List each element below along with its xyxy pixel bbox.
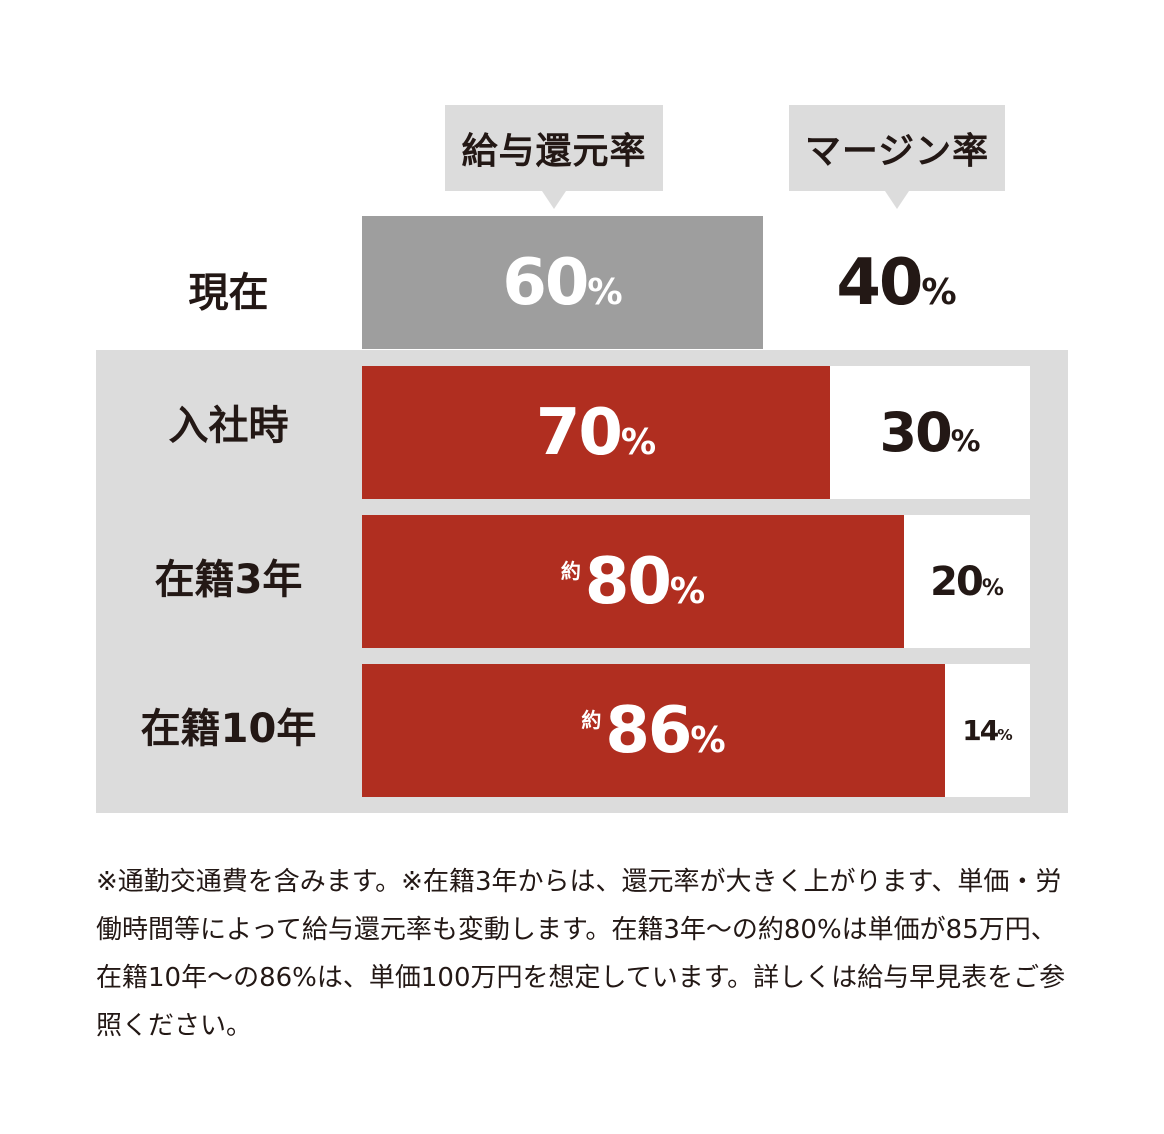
margin-value: 40% (836, 245, 957, 320)
row-label: 現在 (188, 270, 269, 316)
salary-value: 80% (584, 544, 706, 619)
chart-row-10years: 在籍10年 約 86% 14% (0, 664, 1164, 797)
salary-bar: 60% (362, 216, 763, 349)
row-label: 在籍10年 (140, 706, 317, 752)
margin-area: 30% (830, 366, 1030, 499)
row-label: 在籍3年 (154, 557, 303, 603)
salary-value: 86% (605, 693, 726, 768)
salary-bar: 約 86% (362, 664, 945, 797)
bar-track: 70% 30% (362, 366, 1030, 499)
salary-bar: 約 80% (362, 515, 904, 648)
chart-row-current: 現在 60% 40% (0, 216, 1164, 349)
chart-row-3years: 在籍3年 約 80% 20% (0, 515, 1164, 648)
bar-track: 約 86% 14% (362, 664, 1030, 797)
margin-value: 14% (962, 713, 1013, 747)
chart-row-joining: 入社時 70% 30% (0, 366, 1164, 499)
bar-track: 60% 40% (362, 216, 1030, 349)
margin-area: 14% (945, 664, 1030, 797)
salary-value: 70% (535, 395, 657, 470)
salary-bar: 70% (362, 366, 830, 499)
margin-value: 30% (879, 400, 981, 464)
footnote: ※通勤交通費を含みます。※在籍3年からは、還元率が大きく上がります、単価・労働時… (96, 867, 1066, 1041)
tag-margin-rate-label: マージン率 (804, 131, 990, 172)
margin-area: 20% (904, 515, 1030, 648)
tag-margin-rate: マージン率 (789, 105, 1005, 209)
tag-salary-return: 給与還元率 (445, 105, 663, 209)
margin-area: 40% (763, 216, 1030, 349)
approx-label: 約 (581, 708, 602, 732)
approx-label: 約 (560, 559, 581, 583)
row-label: 入社時 (168, 403, 289, 449)
tag-salary-return-label: 給与還元率 (461, 131, 647, 172)
salary-value: 60% (502, 245, 623, 320)
margin-value: 20% (930, 558, 1004, 605)
bar-track: 約 80% 20% (362, 515, 1030, 648)
